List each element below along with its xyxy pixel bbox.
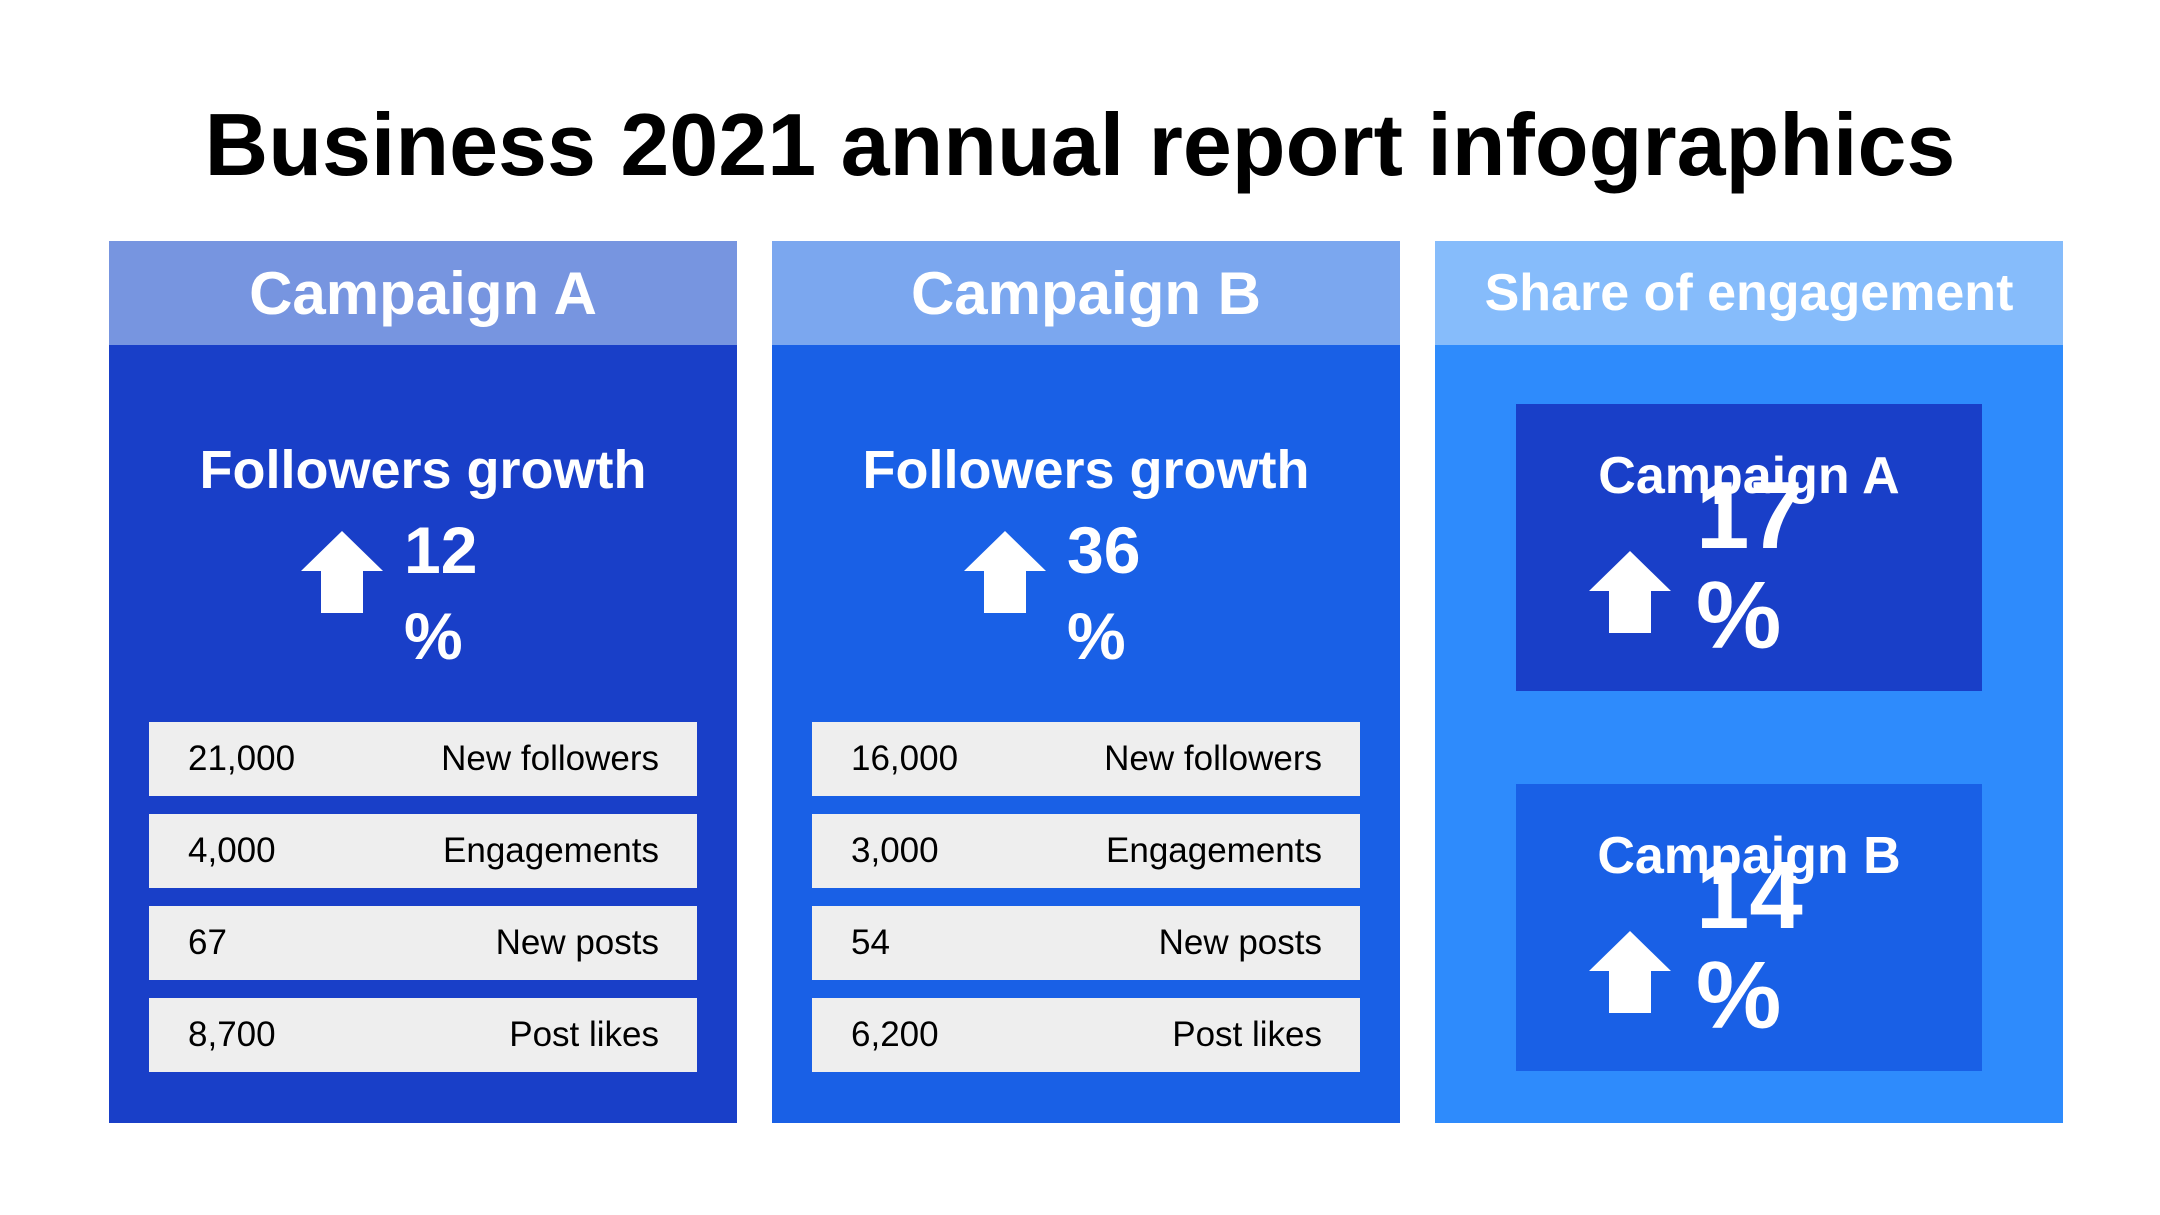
stat-value: 67 (188, 923, 227, 962)
growth-value: 12 (404, 513, 478, 587)
campaign-a-header: Campaign A (109, 241, 737, 345)
growth-unit: % (404, 599, 463, 673)
stat-row-engagements: 3,000 Engagements (812, 814, 1360, 888)
share-box-campaign-a: Campaign A 17 % (1516, 404, 1982, 691)
stat-row-new-followers: 16,000 New followers (812, 722, 1360, 796)
stat-label: Post likes (1172, 1015, 1322, 1054)
stat-label: Engagements (443, 831, 659, 870)
stat-value: 4,000 (188, 831, 276, 870)
stat-row-post-likes: 8,700 Post likes (149, 998, 697, 1072)
followers-growth-title: Followers growth (862, 440, 1310, 500)
arrow-up-icon (1589, 551, 1671, 633)
stat-label: New followers (441, 739, 659, 778)
share-label: Campaign B (1597, 827, 1901, 885)
campaign-a-body: Followers growth 12 % 21,000 New followe… (109, 345, 737, 1123)
share-unit: % (1696, 942, 1782, 1049)
growth-value: 36 (1067, 513, 1141, 587)
stat-row-new-followers: 21,000 New followers (149, 722, 697, 796)
stat-value: 3,000 (851, 831, 939, 870)
stat-value: 21,000 (188, 739, 296, 778)
stat-value: 8,700 (188, 1015, 276, 1054)
stat-value: 6,200 (851, 1015, 939, 1054)
followers-growth-title: Followers growth (199, 440, 647, 500)
stat-row-engagements: 4,000 Engagements (149, 814, 697, 888)
campaign-b-panel: Campaign B Followers growth 36 % 16,000 … (772, 241, 1400, 1123)
campaign-b-body: Followers growth 36 % 16,000 New followe… (772, 345, 1400, 1123)
campaign-a-panel: Campaign A Followers growth 12 % 21,000 … (109, 241, 737, 1123)
page-title: Business 2021 annual report infographics (204, 95, 1956, 194)
stat-value: 54 (851, 923, 890, 962)
campaign-a-header-label: Campaign A (249, 259, 597, 327)
arrow-up-icon (1589, 931, 1671, 1013)
share-header-label: Share of engagement (1484, 264, 2014, 322)
share-unit: % (1696, 562, 1782, 669)
campaign-b-header: Campaign B (772, 241, 1400, 345)
campaign-b-header-label: Campaign B (910, 259, 1262, 327)
stat-label: Post likes (509, 1015, 659, 1054)
stat-label: Engagements (1106, 831, 1322, 870)
share-header: Share of engagement (1435, 241, 2063, 345)
stat-label: New followers (1104, 739, 1322, 778)
share-body: Campaign A 17 % Campaign B 14 % (1435, 345, 2063, 1123)
growth-unit: % (1067, 599, 1126, 673)
arrow-up-icon (964, 531, 1046, 613)
stat-row-new-posts: 67 New posts (149, 906, 697, 980)
stat-row-post-likes: 6,200 Post likes (812, 998, 1360, 1072)
stat-value: 16,000 (851, 739, 959, 778)
arrow-up-icon (301, 531, 383, 613)
share-of-engagement-panel: Share of engagement Campaign A 17 % Camp… (1435, 241, 2063, 1123)
share-label: Campaign A (1598, 447, 1900, 505)
share-box-campaign-b: Campaign B 14 % (1516, 784, 1982, 1071)
stat-label: New posts (1158, 923, 1322, 962)
stat-label: New posts (495, 923, 659, 962)
share-value: 17 (1696, 462, 1803, 569)
stat-row-new-posts: 54 New posts (812, 906, 1360, 980)
share-value: 14 (1696, 842, 1803, 949)
